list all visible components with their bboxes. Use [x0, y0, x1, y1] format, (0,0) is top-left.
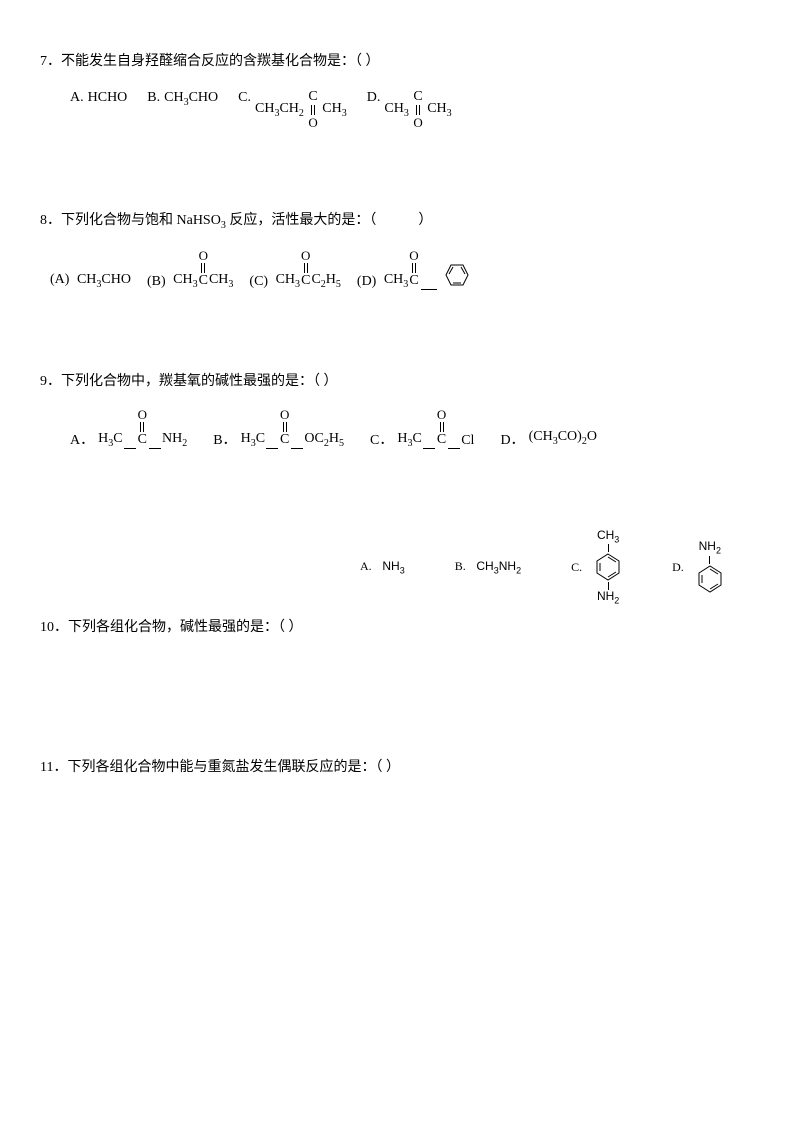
q9-num: 9．	[40, 374, 61, 389]
q10-b-formula: CH3NH2	[470, 559, 521, 575]
q8-b-formula: CH3 O C CH3	[170, 251, 234, 290]
benzene-icon	[696, 564, 724, 594]
q10-a-label: A.	[360, 559, 372, 574]
q10-option-b[interactable]: B. CH3NH2	[455, 559, 521, 575]
q10-d-label: D.	[672, 560, 684, 575]
q9-option-d[interactable]: D． (CH3CO)2O	[500, 429, 597, 449]
q9-stem: 下列化合物中，羰基氧的碱性最强的是：（ ）	[61, 374, 338, 389]
q7-b-formula: CH3CHO	[164, 90, 218, 108]
q8-b-label: (B)	[147, 274, 166, 290]
q11-text: 11．下列各组化合物中能与重氮盐发生偶联反应的是：（ ）	[40, 756, 760, 776]
question-9: 9．下列化合物中，羰基氧的碱性最强的是：（ ） A． H3C O C NH2 B…	[40, 370, 760, 449]
q10-text: 10．下列各组化合物，碱性最强的是：（ ）	[40, 616, 760, 636]
question-7: 7．不能发生自身羟醛缩合反应的含羰基化合物是：（ ） A. HCHO B. CH…	[40, 50, 760, 129]
q10-a-formula: NH3	[376, 559, 405, 575]
q7-stem: 不能发生自身羟醛缩合反应的含羰基化合物是：（ ）	[61, 54, 380, 69]
q11-num: 11．	[40, 760, 67, 775]
q7-a-formula: HCHO	[88, 90, 128, 106]
q8-option-d[interactable]: (D) CH3 O C	[357, 251, 472, 290]
benzene-icon	[438, 260, 472, 290]
q8-a-label: (A)	[50, 272, 69, 288]
q9-c-label: C．	[370, 429, 393, 449]
q8-stem2: 反应，活性最大的是：（ ）	[226, 213, 433, 228]
q9-d-formula: (CH3CO)2O	[529, 429, 597, 447]
q9-a-label: A．	[70, 429, 94, 449]
q9-b-formula: H3C O C OC2H5	[241, 410, 344, 449]
q8-a-formula: CH3CHO	[73, 272, 131, 290]
q8-d-label: (D)	[357, 274, 376, 290]
q9-option-b[interactable]: B． H3C O C OC2H5	[213, 410, 344, 449]
q10-option-a[interactable]: A. NH3	[360, 559, 405, 575]
q10-c-structure: CH3 NH2	[594, 529, 622, 606]
q7-d-label: D.	[367, 90, 381, 106]
q8-option-c[interactable]: (C) CH3 O C C2H5	[249, 251, 340, 290]
q10-d-structure: NH2	[696, 540, 724, 593]
q8-option-a[interactable]: (A) CH3CHO	[50, 272, 131, 290]
question-8: 8．下列化合物与饱和 NaHSO3 反应，活性最大的是：（ ） (A) CH3C…	[40, 209, 760, 290]
q9-options: A． H3C O C NH2 B． H3C O	[40, 410, 760, 449]
q9-a-formula: H3C O C NH2	[98, 410, 187, 449]
question-10: A. NH3 B. CH3NH2 C. CH3 NH2	[40, 529, 760, 636]
benzene-icon	[594, 552, 622, 582]
question-11: 11．下列各组化合物中能与重氮盐发生偶联反应的是：（ ）	[40, 756, 760, 776]
q9-d-label: D．	[500, 429, 524, 449]
q10-num: 10．	[40, 620, 68, 635]
q8-d-formula: CH3 O C	[380, 251, 471, 290]
q7-num: 7．	[40, 54, 61, 69]
q11-stem: 下列各组化合物中能与重氮盐发生偶联反应的是：（ ）	[67, 760, 400, 775]
q8-option-b[interactable]: (B) CH3 O C CH3	[147, 251, 233, 290]
q10-c-label: C.	[571, 560, 582, 575]
q8-options: (A) CH3CHO (B) CH3 O C CH3 (C) CH3 O	[40, 251, 760, 290]
q10-option-c[interactable]: C. CH3 NH2	[571, 529, 622, 606]
q7-text: 7．不能发生自身羟醛缩合反应的含羰基化合物是：（ ）	[40, 50, 760, 70]
q7-options: A. HCHO B. CH3CHO C. CH3CH2 C O CH3 D. C…	[40, 90, 760, 129]
q8-text: 8．下列化合物与饱和 NaHSO3 反应，活性最大的是：（ ）	[40, 209, 760, 231]
q7-option-c[interactable]: C. CH3CH2 C O CH3	[238, 90, 347, 129]
q8-c-label: (C)	[249, 274, 268, 290]
q7-b-label: B.	[147, 90, 160, 106]
q7-option-a[interactable]: A. HCHO	[70, 90, 127, 106]
q9-option-a[interactable]: A． H3C O C NH2	[70, 410, 187, 449]
q9-option-c[interactable]: C． H3C O C Cl	[370, 410, 474, 449]
q7-c-label: C.	[238, 90, 251, 106]
q10-option-d[interactable]: D. NH2	[672, 540, 724, 593]
q8-num: 8．	[40, 213, 61, 228]
q10-b-label: B.	[455, 559, 466, 574]
q10-options: A. NH3 B. CH3NH2 C. CH3 NH2	[360, 529, 760, 606]
q7-c-formula: CH3CH2 C O CH3	[255, 90, 347, 129]
q7-option-d[interactable]: D. CH3 C O CH3	[367, 90, 452, 129]
q7-d-formula: CH3 C O CH3	[384, 90, 451, 129]
q9-c-formula: H3C O C Cl	[397, 410, 474, 449]
q9-b-label: B．	[213, 429, 236, 449]
q8-c-formula: CH3 O C C2H5	[272, 251, 341, 290]
q7-a-label: A.	[70, 90, 84, 106]
q7-option-b[interactable]: B. CH3CHO	[147, 90, 218, 108]
q9-text: 9．下列化合物中，羰基氧的碱性最强的是：（ ）	[40, 370, 760, 390]
q8-stem1: 下列化合物与饱和 NaHSO	[61, 213, 221, 228]
q10-stem: 下列各组化合物，碱性最强的是：（ ）	[68, 620, 303, 635]
